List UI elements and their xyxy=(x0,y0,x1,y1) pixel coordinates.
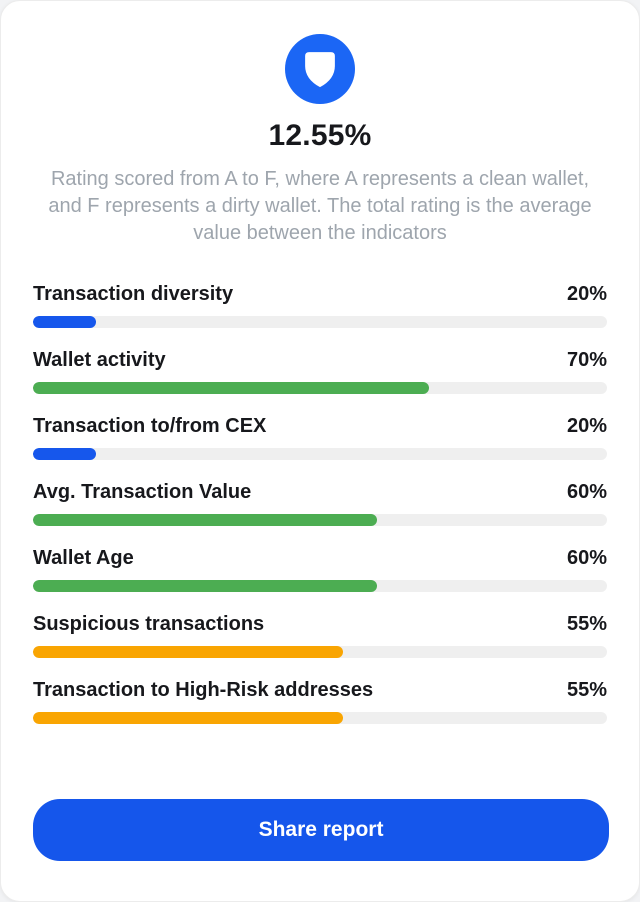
indicator-label: Transaction to High-Risk addresses xyxy=(33,679,374,701)
indicator-value: 20% xyxy=(566,415,607,437)
indicator-value: 60% xyxy=(566,481,607,503)
total-rating-score: 12.55% xyxy=(268,119,372,152)
indicator-value: 20% xyxy=(566,283,607,305)
indicator-value: 60% xyxy=(566,547,607,569)
indicator-label: Wallet Age xyxy=(33,547,134,569)
indicator-bar-fill xyxy=(33,448,97,460)
indicator-value: 55% xyxy=(566,679,607,701)
indicator-value: 70% xyxy=(566,349,607,371)
indicator-bar-fill xyxy=(33,646,343,658)
indicator-bar-fill xyxy=(33,712,343,724)
rating-description: Rating scored from A to F, where A repre… xyxy=(48,168,592,244)
indicator-bar-track xyxy=(33,514,607,526)
indicator-row: Suspicious transactions 55% xyxy=(33,613,607,679)
indicator-bar-fill xyxy=(33,580,378,592)
indicator-label: Transaction diversity xyxy=(33,283,234,305)
indicator-bar-track xyxy=(33,382,607,394)
indicator-bar-track xyxy=(33,316,607,328)
indicator-bar-track xyxy=(33,580,607,592)
indicator-bar-fill xyxy=(33,382,430,394)
indicator-bar-track xyxy=(33,646,607,658)
indicator-label: Wallet activity xyxy=(33,349,166,371)
report-header: 12.55% Rating scored from A to F, where … xyxy=(33,34,607,247)
indicator-label: Transaction to/from CEX xyxy=(33,415,267,437)
indicator-row: Avg. Transaction Value 60% xyxy=(33,481,607,547)
shield-icon xyxy=(33,34,607,104)
indicator-row: Wallet activity 70% xyxy=(33,349,607,415)
indicator-row: Transaction to High-Risk addresses 55% xyxy=(33,679,607,745)
indicator-bar-track xyxy=(33,712,607,724)
share-report-button[interactable]: Share report xyxy=(33,799,609,861)
indicator-bar-fill xyxy=(33,316,97,328)
indicator-label: Avg. Transaction Value xyxy=(33,481,252,503)
indicator-list: Transaction diversity 20% Wallet activit… xyxy=(33,283,607,745)
indicator-row: Transaction diversity 20% xyxy=(33,283,607,349)
indicator-label: Suspicious transactions xyxy=(33,613,265,635)
indicator-bar-fill xyxy=(33,514,378,526)
indicator-row: Transaction to/from CEX 20% xyxy=(33,415,607,481)
indicator-row: Wallet Age 60% xyxy=(33,547,607,613)
indicator-bar-track xyxy=(33,448,607,460)
indicator-value: 55% xyxy=(566,613,607,635)
